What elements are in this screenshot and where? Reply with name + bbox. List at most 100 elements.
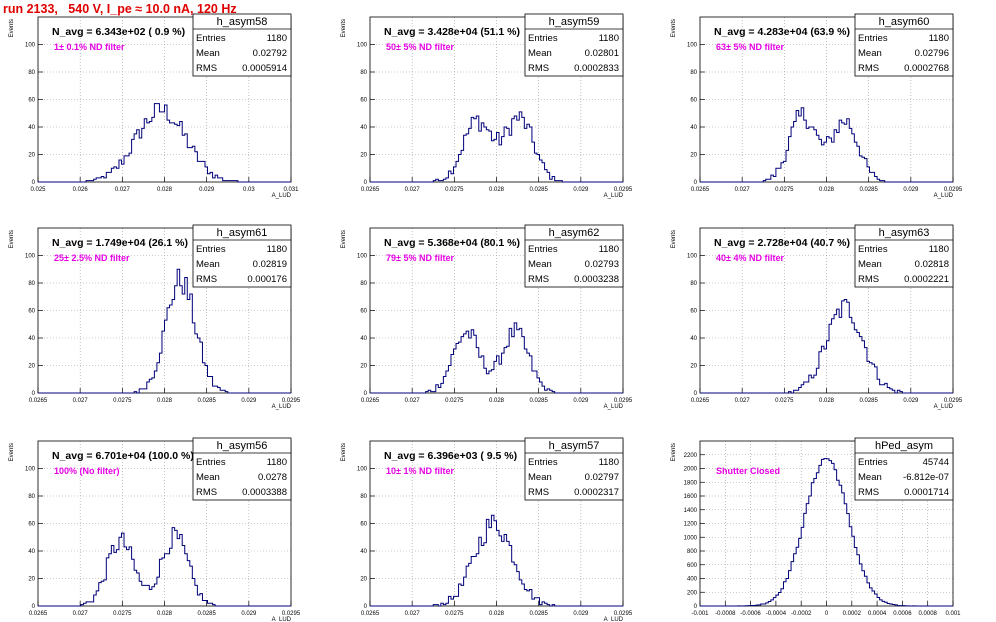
- y-tick-label: 40: [28, 549, 35, 555]
- y-tick-label: 0: [694, 391, 698, 397]
- n-avg-label: N_avg = 6.396e+03 ( 9.5 %): [384, 450, 517, 462]
- x-axis-label: A_LUD: [934, 193, 954, 199]
- x-tick-label: 0.028: [489, 611, 505, 617]
- stats-label: RMS: [196, 63, 217, 74]
- x-tick-label: 0.0295: [614, 611, 633, 617]
- stats-label: Entries: [858, 33, 888, 44]
- x-tick-label: -0.0006: [740, 611, 761, 617]
- n-avg-label: N_avg = 1.749e+04 (26.1 %): [52, 237, 188, 249]
- y-tick-label: 80: [690, 70, 697, 76]
- x-tick-label: 0.027: [115, 187, 131, 193]
- stats-value: 1180: [267, 244, 287, 255]
- stats-label: Entries: [196, 457, 226, 468]
- y-axis-label: Events: [671, 443, 677, 461]
- x-tick-label: 0.027: [405, 611, 421, 617]
- x-axis-label: A_LUD: [604, 617, 624, 622]
- stats-value: 0.0002317: [574, 487, 619, 498]
- stats-title: h_asym62: [549, 227, 600, 239]
- stats-label: Mean: [858, 472, 882, 483]
- x-tick-label: 0.0285: [197, 611, 216, 617]
- y-tick-label: 2200: [684, 453, 698, 459]
- y-tick-label: 800: [687, 549, 698, 555]
- x-tick-label: 0.027: [405, 187, 421, 193]
- stats-value: 0.0002768: [904, 63, 949, 74]
- x-tick-label: 0.029: [573, 398, 589, 404]
- panel-h_asym59: 0.0265 0.027 0.0275 0.028 0.0285 0.029 0.0295 0…: [341, 13, 633, 199]
- y-tick-label: 80: [28, 281, 35, 287]
- stats-label: RMS: [196, 274, 217, 285]
- y-tick-label: 20: [360, 577, 367, 583]
- stats-box: [192, 224, 292, 288]
- histogram-series: [38, 527, 291, 607]
- filter-annotation: 50± 5% ND filter: [386, 42, 454, 52]
- n-avg-label: N_avg = 3.428e+04 (51.1 %): [384, 26, 520, 38]
- stats-title: h_asym56: [217, 440, 268, 452]
- histogram-series: [700, 107, 953, 183]
- filter-annotation: 40± 4% ND filter: [716, 253, 784, 263]
- y-tick-label: 1600: [684, 494, 698, 500]
- x-tick-label: 0.0006: [893, 611, 912, 617]
- x-tick-label: 0.0002: [843, 611, 862, 617]
- y-tick-label: 100: [25, 43, 36, 49]
- y-tick-label: 60: [360, 98, 367, 104]
- y-tick-label: 100: [357, 467, 368, 473]
- stats-value: 1180: [267, 33, 287, 44]
- y-tick-label: 40: [360, 125, 367, 131]
- stats-value: 0.02792: [253, 48, 287, 59]
- n-avg-label: N_avg = 5.368e+04 (80.1 %): [384, 237, 520, 249]
- panel-h_asym57: 0.0265 0.027 0.0275 0.028 0.0285 0.029 0.0295 0…: [341, 437, 633, 622]
- x-tick-label: 0.0265: [691, 398, 710, 404]
- stats-label: Entries: [858, 244, 888, 255]
- stats-title: h_asym63: [879, 227, 930, 239]
- x-tick-label: 0.028: [489, 398, 505, 404]
- x-tick-label: 0.028: [157, 398, 173, 404]
- panel-h_asym63: 0.0265 0.027 0.0275 0.028 0.0285 0.029 0.0295 0…: [671, 224, 963, 410]
- x-tick-label: 0.03: [243, 187, 255, 193]
- x-tick-label: 0.0295: [944, 187, 963, 193]
- x-tick-label: 0.029: [241, 398, 257, 404]
- y-tick-label: 0: [364, 391, 368, 397]
- panel-h_asym62: 0.0265 0.027 0.0275 0.028 0.0285 0.029 0.0295 0…: [341, 224, 633, 410]
- x-axis-label: A_LUD: [934, 404, 954, 410]
- x-tick-label: -0.0004: [766, 611, 787, 617]
- x-tick-label: 0.0275: [113, 398, 132, 404]
- y-tick-label: 60: [28, 309, 35, 315]
- filter-annotation: 63± 5% ND filter: [716, 42, 784, 52]
- stats-box: [524, 224, 624, 288]
- stats-label: RMS: [528, 274, 549, 285]
- x-tick-label: -0.0008: [715, 611, 736, 617]
- x-tick-label: 0.027: [735, 187, 751, 193]
- histogram-series: [370, 514, 623, 607]
- x-tick-label: 0.027: [73, 611, 89, 617]
- x-tick-label: 0.0285: [859, 187, 878, 193]
- x-tick-label: 0.0275: [445, 187, 464, 193]
- stats-value: 1180: [599, 33, 619, 44]
- y-tick-label: 40: [690, 336, 697, 342]
- y-tick-label: 40: [360, 549, 367, 555]
- filter-annotation: Shutter Closed: [716, 466, 780, 476]
- x-tick-label: 0.0265: [29, 398, 48, 404]
- y-axis-label: Events: [341, 230, 347, 248]
- x-tick-label: 0.027: [405, 398, 421, 404]
- x-tick-label: 0.0275: [113, 611, 132, 617]
- histogram-series: [38, 268, 291, 394]
- y-tick-label: 100: [687, 43, 698, 49]
- y-tick-label: 1200: [684, 522, 698, 528]
- y-tick-label: 20: [360, 153, 367, 159]
- stats-value: 1180: [267, 457, 287, 468]
- stats-label: Mean: [858, 259, 882, 270]
- histogram-series: [370, 322, 623, 394]
- y-tick-label: 1800: [684, 480, 698, 486]
- histogram-series: [370, 111, 623, 183]
- stats-title: h_asym57: [549, 440, 600, 452]
- y-axis-label: Events: [341, 443, 347, 461]
- stats-box: [854, 13, 954, 77]
- x-tick-label: 0.0008: [919, 611, 938, 617]
- x-tick-label: 0.028: [157, 187, 173, 193]
- stats-value: 0.0002833: [574, 63, 619, 74]
- y-tick-label: 60: [28, 98, 35, 104]
- n-avg-label: N_avg = 6.343e+02 ( 0.9 %): [52, 26, 185, 38]
- x-tick-label: 0.029: [903, 187, 919, 193]
- y-tick-label: 20: [690, 153, 697, 159]
- panel-h_asym56: 0.0265 0.027 0.0275 0.028 0.0285 0.029 0.0295 0…: [9, 437, 301, 622]
